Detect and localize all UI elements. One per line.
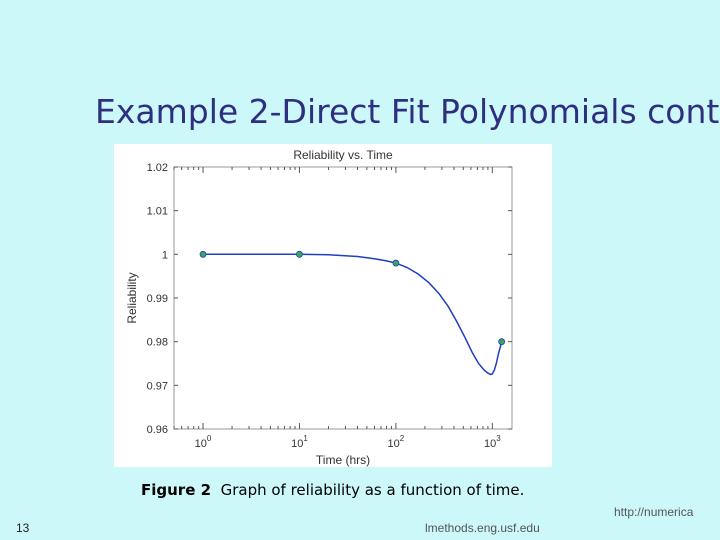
x-tick-exponent: 2 (400, 434, 405, 443)
y-tick-label: 1.02 (147, 162, 168, 174)
plot-frame (173, 166, 513, 430)
x-tick-exponent: 0 (207, 434, 212, 443)
x-tick-label: 101 (291, 434, 308, 450)
series-layer (199, 250, 506, 376)
data-point (296, 250, 303, 258)
x-tick-base: 10 (291, 438, 303, 450)
y-tick-label: 0.97 (147, 380, 168, 392)
x-tick-exponent: 3 (496, 434, 501, 443)
figure-caption: Figure 2 Graph of reliability as a funct… (141, 481, 524, 499)
x-tick-label: 100 (195, 434, 212, 450)
footer-url-part2[interactable]: lmethods.eng.usf.edu (425, 521, 540, 535)
x-tick-base: 10 (388, 438, 400, 450)
chart-svg: Reliability vs. Time Time (hrs) Reliabil… (125, 148, 513, 467)
y-tick-label: 0.96 (147, 424, 168, 436)
data-point (199, 250, 207, 258)
x-tick-base: 10 (195, 438, 207, 450)
data-point (498, 338, 506, 346)
x-tick-label: 103 (484, 434, 501, 450)
caption-figure-label: Figure 2 (141, 481, 212, 499)
x-axis-title: Time (hrs) (316, 453, 370, 467)
data-point (392, 259, 400, 267)
y-tick-label: 1.01 (147, 206, 168, 218)
y-axis-title: Reliability (125, 272, 139, 323)
slide-number: 13 (16, 521, 30, 535)
x-tick-exponent: 1 (303, 434, 308, 443)
footer-url-part1[interactable]: http://numerica (614, 505, 694, 519)
chart-title: Reliability vs. Time (293, 148, 393, 162)
y-tick-label: 0.98 (147, 337, 168, 349)
x-tick-label: 102 (388, 434, 405, 450)
y-tick-label: 0.99 (147, 293, 168, 305)
slide-title: Example 2-Direct Fit Polynomials cont. (95, 92, 720, 131)
y-tick-label: 1 (162, 249, 168, 261)
chart-figure: Reliability vs. Time Time (hrs) Reliabil… (114, 144, 552, 467)
reliability-curve (203, 253, 503, 376)
caption-text: Graph of reliability as a function of ti… (220, 481, 525, 499)
x-tick-base: 10 (484, 438, 496, 450)
